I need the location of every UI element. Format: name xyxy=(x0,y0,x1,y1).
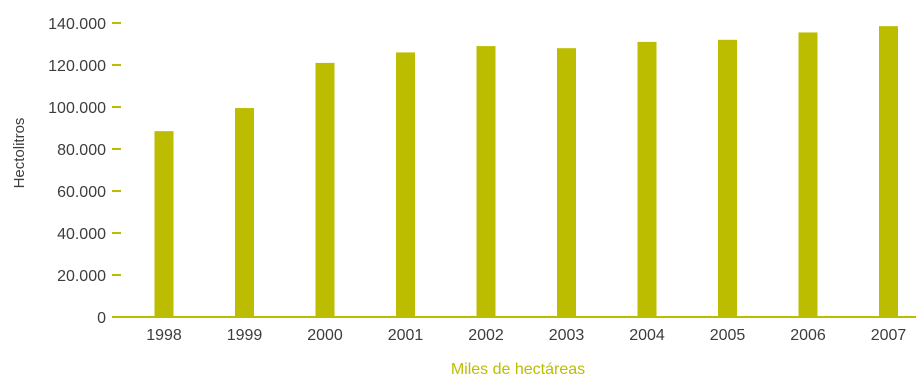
y-tick-label: 140.000 xyxy=(48,16,106,33)
x-tick-label: 2007 xyxy=(871,327,907,344)
x-tick-label: 2006 xyxy=(790,327,826,344)
bar-2003 xyxy=(557,48,576,317)
y-tick-label: 40.000 xyxy=(57,226,106,243)
x-axis-ticks: 1998 1999 2000 2001 2002 2003 2004 2005 2006 2007 xyxy=(146,327,906,344)
bar-2006 xyxy=(798,32,818,317)
x-tick-label: 2004 xyxy=(629,327,665,344)
x-axis-title: Miles de hectáreas xyxy=(451,361,585,376)
bar-1998 xyxy=(154,131,174,317)
y-tick-label: 100.000 xyxy=(48,100,106,117)
bar-2004 xyxy=(637,41,657,318)
y-tick-label: 80.000 xyxy=(57,142,106,159)
x-tick-label: 2001 xyxy=(388,327,424,344)
y-tick-label: 20.000 xyxy=(57,268,106,285)
y-axis-title: Hectolitros xyxy=(11,118,28,189)
bar-2007 xyxy=(879,26,898,318)
x-tick-label: 1999 xyxy=(227,327,263,344)
x-tick-label: 2005 xyxy=(710,327,746,344)
bar-2005 xyxy=(718,39,737,318)
bars xyxy=(154,26,898,318)
bar-2000 xyxy=(315,62,335,318)
x-tick-label: 2003 xyxy=(549,327,585,344)
x-tick-label: 2002 xyxy=(468,327,504,344)
bar-2002 xyxy=(476,46,496,317)
y-axis-ticks: 0 20.000 40.000 60.000 80.000 100.000 120.000 1… xyxy=(48,16,121,327)
y-tick-label: 120.000 xyxy=(48,58,106,75)
x-tick-label: 1998 xyxy=(146,327,182,344)
y-tick-label: 0 xyxy=(97,310,106,327)
bar-2001 xyxy=(396,52,415,318)
x-tick-label: 2000 xyxy=(307,327,343,344)
y-tick-label: 60.000 xyxy=(57,184,106,201)
bar-1999 xyxy=(235,108,254,317)
